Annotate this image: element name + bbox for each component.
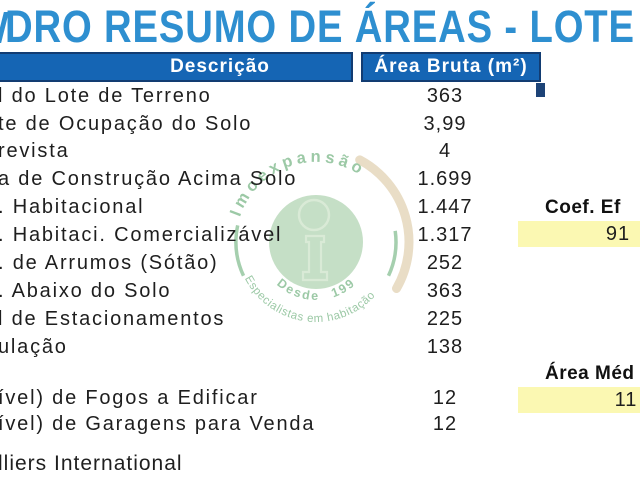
imoexpansao-watermark-logo: Imoexpansão Desde 1992 Especialistas em … [216,142,414,325]
table-row: . de Arrumos (Sótão) 252 [0,252,540,276]
table-row: . Habitacional 1.447 [0,196,540,220]
table-row: l do Lote de Terreno 363 [0,85,540,109]
area-media-highlight-cell [518,387,640,413]
table-row: ível) de Garagens para Venda 12 [0,413,540,437]
table-row: ulação 138 [0,336,540,360]
logo-inner-circle [269,195,363,289]
row-value: 1.447 [417,196,473,218]
row-label: . Abaixo do Solo [0,280,172,302]
coef-highlight-cell [518,221,640,247]
table-row: revista 4 [0,140,540,164]
footer-company-text: lliers International [0,452,183,475]
coef-value: 91 [605,223,631,245]
row-label: te de Ocupação do Solo [0,113,253,135]
table-row: . Habitaci. Comercializável 1.317 [0,224,540,248]
row-value: 1.317 [417,224,473,246]
table-row: a de Construção Acima Solo 1.699 [0,168,540,192]
page-title: DRO RESUMO DE ÁREAS - LOTE [5,1,635,52]
row-value: 1.699 [417,168,473,190]
table-row: ível) de Fogos a Edificar 12 [0,387,540,411]
row-value: 363 [426,85,464,107]
row-value: 12 [432,413,458,435]
beige-arc [355,155,414,293]
table-row: . Abaixo do Solo 363 [0,280,540,304]
row-label: ível) de Fogos a Edificar [0,387,259,409]
row-value: 12 [432,387,458,409]
row-value: 138 [426,336,464,358]
row-label: revista [0,140,70,162]
row-label: . de Arrumos (Sótão) [0,252,219,274]
row-label: ulação [0,336,68,358]
row-value: 225 [426,308,464,330]
row-label: . Habitacional [0,196,145,218]
green-arc-left [234,225,246,277]
row-value: 4 [438,140,452,162]
area-media-value: 11 [614,389,638,411]
green-arc-right [386,230,398,277]
row-label: . Habitaci. Comercializável [0,224,283,246]
row-value: 3,99 [423,113,467,135]
coef-label: Coef. Ef [545,197,621,218]
table-row: l de Estacionamentos 225 [0,308,540,332]
i-glyph-dot [297,198,331,232]
i-glyph-stem [301,234,329,282]
row-label: l do Lote de Terreno [0,85,212,107]
header-corner-shadow [536,83,545,97]
row-label: l de Estacionamentos [0,308,226,330]
row-label: ível) de Garagens para Venda [0,413,316,435]
row-value: 363 [426,280,464,302]
table-row: te de Ocupação do Solo 3,99 [0,113,540,137]
column-header-area-bruta: Área Bruta (m²) [361,52,541,82]
area-media-label: Área Méd [545,363,635,384]
column-header-descricao: Descrição [0,52,353,82]
row-value: 252 [426,252,464,274]
row-label: a de Construção Acima Solo [0,168,298,190]
